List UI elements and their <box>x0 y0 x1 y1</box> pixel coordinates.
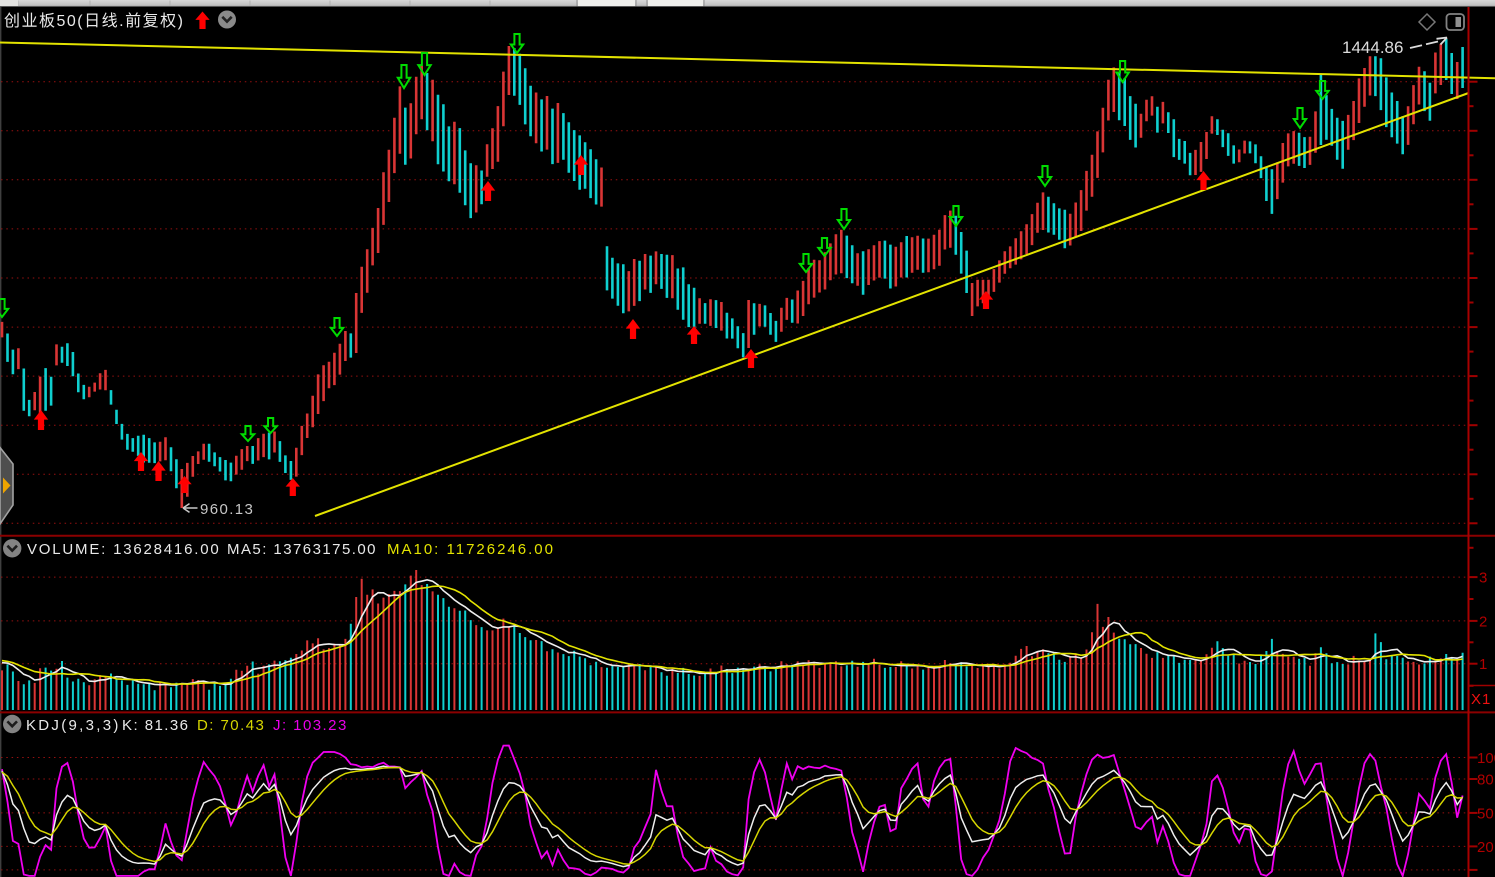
svg-text:50: 50 <box>1477 805 1494 822</box>
svg-text:D: 70.43: D: 70.43 <box>197 717 265 734</box>
svg-text:J: 103.23: J: 103.23 <box>273 717 348 734</box>
svg-text:3: 3 <box>1479 570 1487 587</box>
svg-text:VOLUME: 13628416.00: VOLUME: 13628416.00 <box>27 541 220 558</box>
svg-text:100: 100 <box>1477 750 1495 767</box>
svg-text:20: 20 <box>1477 839 1494 856</box>
svg-text:1444.86: 1444.86 <box>1342 38 1403 57</box>
svg-text:MA5: 13763175.00: MA5: 13763175.00 <box>227 541 377 558</box>
svg-text:960.13: 960.13 <box>200 501 254 518</box>
svg-text:K: 81.36: K: 81.36 <box>122 717 189 734</box>
svg-text:创业板50(日线.前复权): 创业板50(日线.前复权) <box>4 12 184 30</box>
svg-text:X1: X1 <box>1471 691 1491 708</box>
svg-text:1: 1 <box>1479 656 1487 673</box>
svg-text:MA10: 11726246.00: MA10: 11726246.00 <box>387 541 555 558</box>
svg-text:KDJ(9,3,3): KDJ(9,3,3) <box>26 717 121 734</box>
svg-text:80: 80 <box>1477 772 1494 789</box>
svg-text:2: 2 <box>1479 613 1487 630</box>
